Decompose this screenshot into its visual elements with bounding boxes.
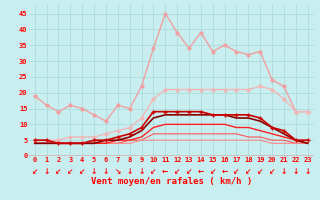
Text: ↓: ↓ (103, 167, 109, 176)
Text: ←: ← (162, 167, 168, 176)
Text: ←: ← (221, 167, 228, 176)
Text: ↘: ↘ (115, 167, 121, 176)
Text: ↙: ↙ (150, 167, 156, 176)
Text: ↙: ↙ (67, 167, 74, 176)
Text: ↙: ↙ (210, 167, 216, 176)
Text: ↓: ↓ (126, 167, 133, 176)
Text: ↙: ↙ (174, 167, 180, 176)
Text: ↓: ↓ (304, 167, 311, 176)
Text: ←: ← (198, 167, 204, 176)
Text: ↙: ↙ (79, 167, 85, 176)
X-axis label: Vent moyen/en rafales ( km/h ): Vent moyen/en rafales ( km/h ) (91, 177, 252, 186)
Text: ↓: ↓ (44, 167, 50, 176)
Text: ↙: ↙ (186, 167, 192, 176)
Text: ↙: ↙ (32, 167, 38, 176)
Text: ↓: ↓ (292, 167, 299, 176)
Text: ↙: ↙ (245, 167, 252, 176)
Text: ↙: ↙ (55, 167, 62, 176)
Text: ↓: ↓ (91, 167, 97, 176)
Text: ↓: ↓ (281, 167, 287, 176)
Text: ↙: ↙ (233, 167, 240, 176)
Text: ↓: ↓ (138, 167, 145, 176)
Text: ↙: ↙ (269, 167, 275, 176)
Text: ↙: ↙ (257, 167, 263, 176)
